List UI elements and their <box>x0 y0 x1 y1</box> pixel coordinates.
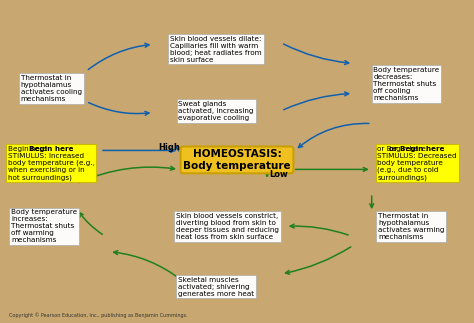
Text: Sweat glands
activated, increasing
evaporative cooling: Sweat glands activated, increasing evapo… <box>178 101 254 121</box>
Text: Thermostat in
hypothalamus
activates cooling
mechanisms: Thermostat in hypothalamus activates coo… <box>21 75 82 102</box>
Text: Thermostat in
hypothalamus
activates warming
mechanisms: Thermostat in hypothalamus activates war… <box>378 213 445 240</box>
Text: Begin here
STIMULUS: Increased
body temperature (e.g.,
when exercising or in
hot: Begin here STIMULUS: Increased body temp… <box>8 146 95 181</box>
Text: or Begin here: or Begin here <box>390 146 445 152</box>
Text: Skin blood vessels constrict,
diverting blood from skin to
deeper tissues and re: Skin blood vessels constrict, diverting … <box>176 213 279 240</box>
Text: Body temperature
increases:
Thermostat shuts
off warming
mechanisms: Body temperature increases: Thermostat s… <box>11 209 77 244</box>
Text: Low: Low <box>269 170 288 179</box>
Text: High: High <box>159 143 181 152</box>
Text: or Begin here
STIMULUS: Decreased
body temperature
(e.g., due to cold
surroundin: or Begin here STIMULUS: Decreased body t… <box>377 146 457 181</box>
Text: Body temperature
decreases:
Thermostat shuts
off cooling
mechanisms: Body temperature decreases: Thermostat s… <box>374 67 440 101</box>
Text: Copyright © Pearson Education, Inc., publishing as Benjamin Cummings.: Copyright © Pearson Education, Inc., pub… <box>9 313 188 318</box>
Text: HOMEOSTASIS:
Body temperature: HOMEOSTASIS: Body temperature <box>183 149 291 171</box>
Text: Skin blood vessels dilate:
Capillaries fill with warm
blood; heat radiates from
: Skin blood vessels dilate: Capillaries f… <box>170 36 262 63</box>
Text: Begin here: Begin here <box>29 146 73 152</box>
Text: Skeletal muscles
activated; shivering
generates more heat: Skeletal muscles activated; shivering ge… <box>178 276 254 297</box>
